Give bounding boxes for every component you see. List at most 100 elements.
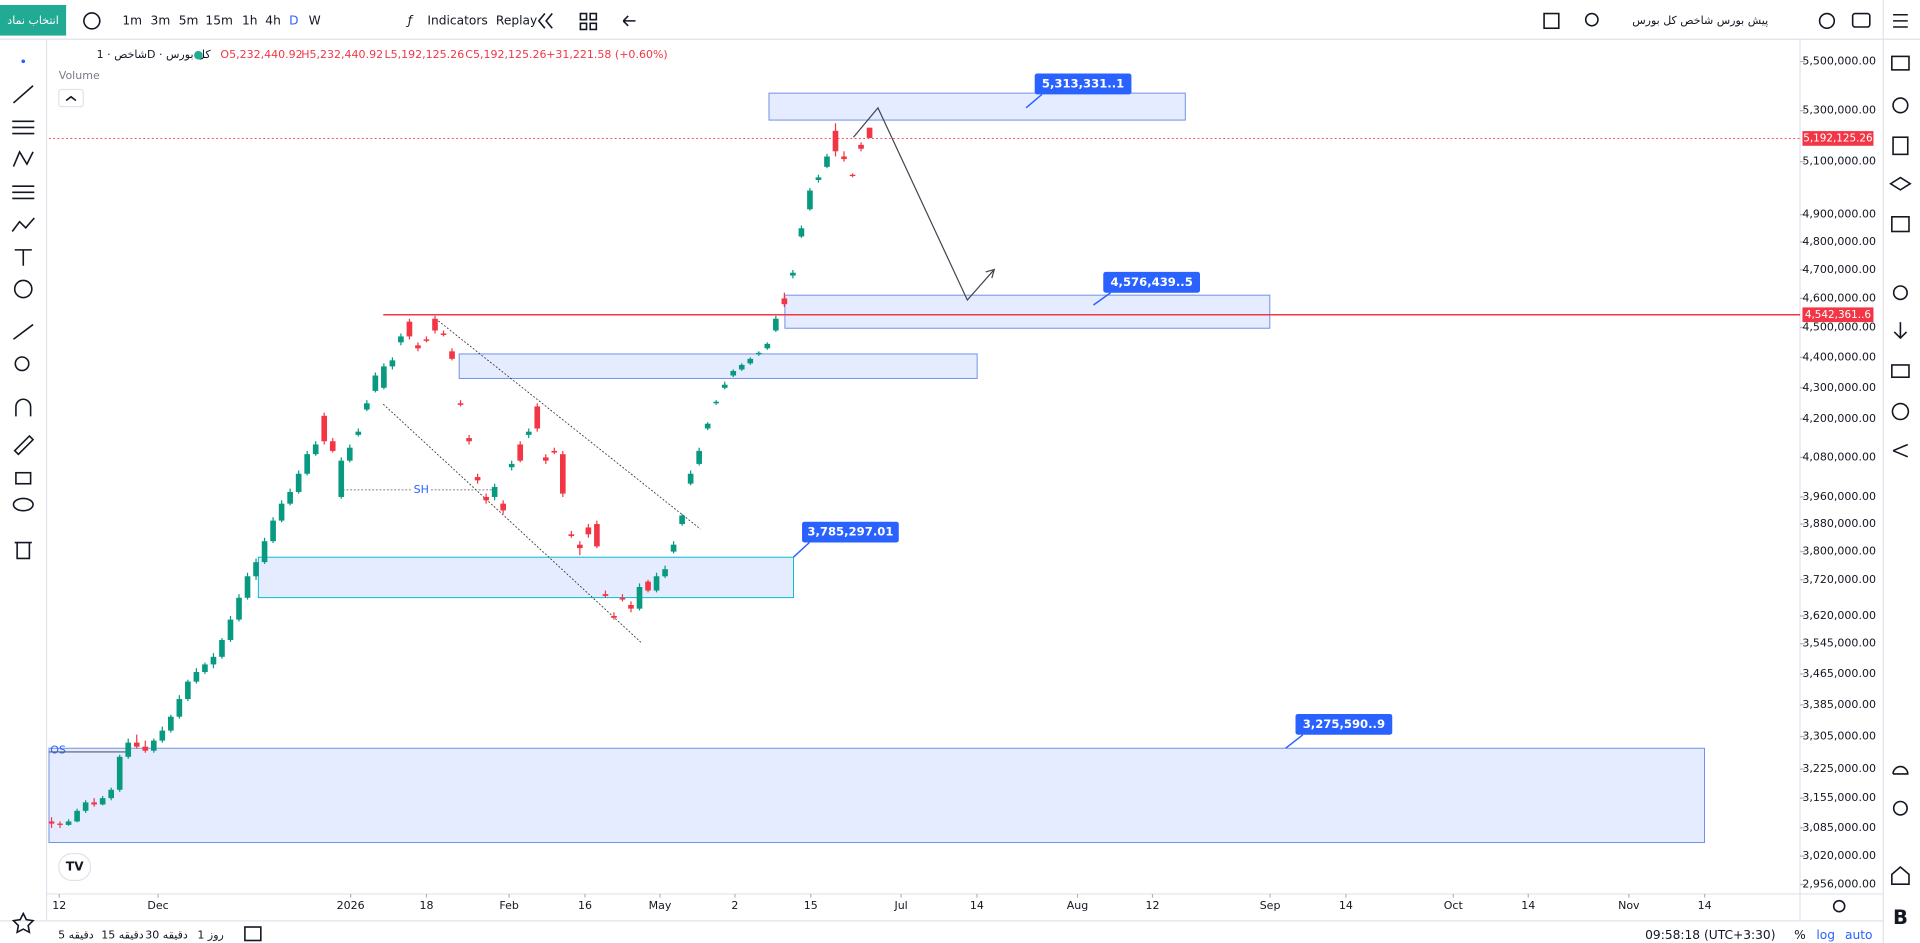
y-tick-label: 3,155,000.00 — [1802, 791, 1876, 804]
undo-icon[interactable] — [622, 15, 636, 27]
y-tick-label: 3,085,000.00 — [1802, 821, 1876, 834]
range-button[interactable]: 5 دقیقه — [58, 929, 94, 942]
axis-settings[interactable] — [1832, 899, 1846, 913]
support-icon[interactable] — [1892, 800, 1908, 816]
range-button[interactable]: 1 روز — [197, 929, 223, 942]
zoom-tool[interactable] — [14, 356, 30, 372]
settings-icon[interactable] — [1818, 12, 1836, 30]
interval-button[interactable]: 1m — [122, 13, 142, 27]
log-toggle[interactable]: log — [1816, 928, 1835, 942]
x-tick-label: 2 — [731, 899, 738, 912]
menu-icon[interactable] — [1893, 13, 1908, 28]
interval-button[interactable]: 15m — [205, 13, 232, 27]
y-tick-label: 3,720,000.00 — [1802, 573, 1876, 586]
symbol-search[interactable]: پیش بورس شاخص کل بورس — [1632, 14, 1768, 27]
auto-toggle[interactable]: auto — [1845, 928, 1873, 942]
interval-button[interactable]: 1h — [242, 13, 258, 27]
range-button[interactable]: 30 دقیقه — [145, 929, 188, 942]
percent-toggle[interactable]: % — [1794, 928, 1806, 942]
candle-body — [295, 473, 302, 492]
symbol-button[interactable] — [0, 4, 67, 36]
download-icon[interactable] — [1893, 322, 1908, 340]
candle-body — [364, 403, 370, 410]
zone-tag — [1295, 713, 1393, 735]
interval-button[interactable]: 4h — [265, 13, 281, 27]
card-icon[interactable] — [1891, 364, 1910, 379]
text-tool[interactable] — [14, 249, 32, 266]
zone-tag-pointer — [1093, 292, 1112, 306]
candle-body — [585, 527, 592, 535]
x-tick-label: Dec — [147, 899, 168, 912]
symbol-button-label[interactable]: انتخاب نماد — [7, 14, 59, 27]
candle-body — [704, 423, 711, 429]
fullscreen-icon[interactable] — [1543, 12, 1560, 30]
share-icon[interactable] — [1892, 443, 1909, 458]
x-tick-label: 18 — [419, 899, 433, 912]
x-tick-label: 16 — [578, 899, 592, 912]
cursor-tool[interactable] — [21, 59, 26, 64]
candle-body — [474, 477, 481, 481]
forecast-tool[interactable] — [11, 217, 35, 232]
date-range-icon[interactable] — [244, 926, 262, 942]
zone-tag-pointer — [1025, 93, 1043, 109]
watchlist-icon[interactable] — [1891, 55, 1910, 71]
interval-button[interactable]: D — [289, 13, 298, 27]
watchlist-star[interactable] — [11, 911, 35, 934]
y-tick-label: 3,800,000.00 — [1802, 545, 1876, 558]
candle-body — [150, 740, 157, 751]
candle-body — [355, 431, 362, 435]
x-tick-label: Feb — [499, 899, 519, 912]
candle-body — [346, 447, 353, 461]
y-tick-label: 3,305,000.00 — [1802, 730, 1876, 743]
candle-body — [91, 802, 97, 805]
candle-body — [227, 619, 234, 640]
candle-body — [185, 681, 191, 700]
trash-tool[interactable] — [14, 541, 32, 560]
candle-body — [636, 586, 643, 609]
lock-tool[interactable] — [15, 471, 32, 485]
layers-icon[interactable] — [1889, 176, 1912, 191]
snapshot-icon[interactable] — [1851, 12, 1871, 28]
candle-body — [534, 406, 541, 429]
ruler-tool[interactable] — [12, 323, 34, 340]
candle-body — [82, 802, 89, 811]
emoji-tool[interactable] — [13, 279, 33, 299]
home-icon[interactable] — [1891, 865, 1910, 885]
draw-mode-tool[interactable] — [13, 434, 35, 456]
y-tick-label: 4,700,000.00 — [1802, 263, 1876, 276]
market-status — [194, 50, 203, 60]
alerts-icon[interactable] — [1892, 97, 1909, 114]
last-price-tag — [1802, 131, 1874, 146]
search-icon[interactable] — [1584, 12, 1599, 27]
collapse-button[interactable] — [58, 88, 84, 108]
replay-button[interactable]: Replay — [496, 13, 537, 27]
profile-icon[interactable] — [1891, 402, 1910, 421]
fib-tool[interactable] — [12, 120, 35, 135]
candle-body — [321, 415, 328, 442]
interval-button[interactable]: 5m — [179, 13, 199, 27]
layout-icon[interactable] — [579, 12, 588, 21]
indicators-button[interactable]: Indicators — [427, 13, 487, 27]
add-symbol-icon[interactable] — [83, 12, 101, 30]
interval-button[interactable]: W — [309, 13, 321, 27]
x-tick-label: May — [649, 899, 672, 912]
y-tick-label: 4,080,000.00 — [1802, 450, 1876, 463]
candle-body — [602, 594, 609, 596]
notify-icon[interactable] — [1892, 765, 1909, 775]
candle-body — [730, 370, 737, 376]
candle-body — [338, 460, 345, 497]
clock: 09:58:18 (UTC+3:30) — [1645, 928, 1775, 942]
projection-tool[interactable] — [12, 185, 35, 200]
trendline-tool[interactable] — [12, 85, 34, 104]
settings-side-icon[interactable] — [1892, 285, 1908, 301]
candle-body — [389, 360, 396, 367]
pattern-tool[interactable] — [12, 150, 34, 167]
news-icon[interactable] — [1891, 216, 1910, 233]
interval-button[interactable]: 3m — [151, 13, 171, 27]
candle-body — [619, 597, 626, 600]
notes-icon[interactable] — [1892, 136, 1909, 156]
logo-badge[interactable] — [58, 852, 92, 882]
magnet-tool[interactable] — [15, 398, 32, 417]
visibility-tool[interactable] — [12, 497, 34, 512]
range-button[interactable]: 15 دقیقه — [101, 929, 144, 942]
